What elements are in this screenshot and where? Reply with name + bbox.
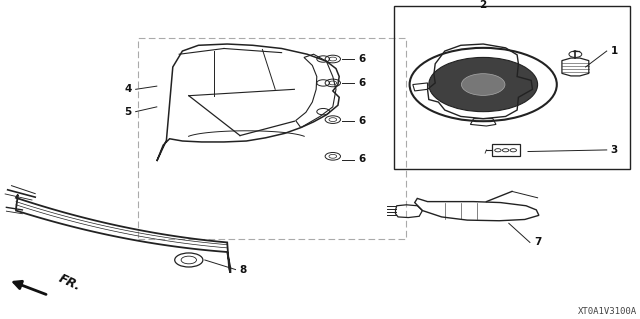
- Text: 7: 7: [534, 237, 541, 248]
- Text: 8: 8: [239, 264, 247, 275]
- Circle shape: [461, 74, 505, 95]
- Text: 6: 6: [358, 78, 365, 88]
- Text: 2: 2: [479, 0, 487, 10]
- Text: 3: 3: [611, 145, 618, 155]
- Text: 1: 1: [611, 46, 618, 56]
- Text: 5: 5: [124, 107, 132, 117]
- Circle shape: [429, 57, 538, 112]
- Bar: [394, 6, 630, 169]
- Text: 4: 4: [124, 84, 132, 94]
- Text: FR.: FR.: [56, 272, 83, 293]
- Text: 6: 6: [358, 116, 365, 126]
- Text: XT0A1V3100A: XT0A1V3100A: [578, 307, 637, 316]
- Text: 6: 6: [358, 54, 365, 64]
- Bar: [138, 38, 406, 239]
- Text: 6: 6: [358, 154, 365, 165]
